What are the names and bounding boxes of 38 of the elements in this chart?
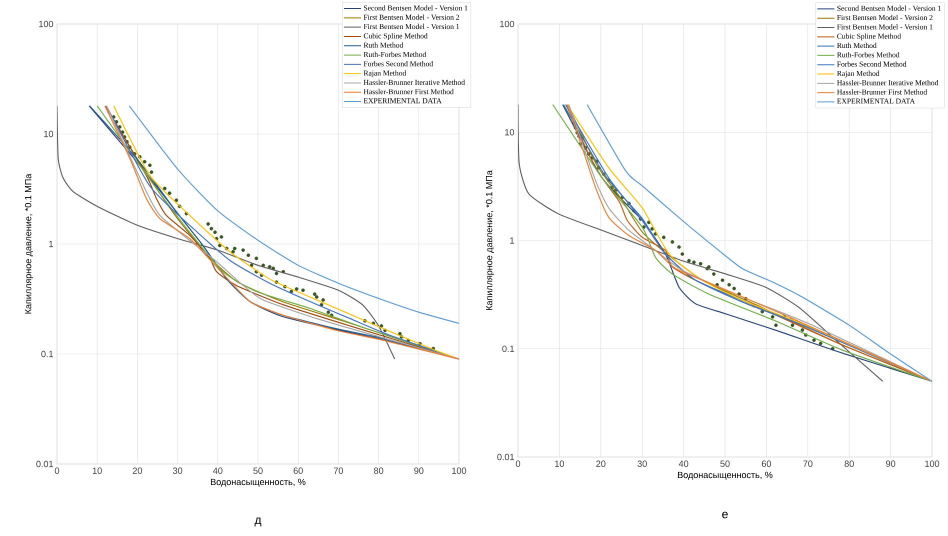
x-tick-label: 0 (516, 460, 520, 467)
y-axis-title: Капиллярное давление, *0.1 МПа (486, 170, 494, 310)
x-tick-label: 40 (213, 468, 222, 474)
y-tick-label: 10 (44, 130, 54, 138)
x-tick-label: 50 (253, 468, 263, 474)
y-tick-label: 0.01 (36, 460, 54, 468)
text: д (254, 518, 262, 526)
x-tick-label: 70 (803, 460, 812, 467)
x-tick-label: 10 (92, 468, 102, 474)
x-tick-label: 70 (334, 468, 344, 474)
x-tick-label: 20 (132, 468, 142, 474)
x-tick-label: 100 (452, 468, 466, 474)
x-tick-label: 20 (596, 460, 606, 467)
y-tick-label: 100 (39, 20, 54, 28)
y-tick-label: 1 (510, 237, 514, 244)
x-tick-label: 100 (925, 460, 940, 467)
x-tick-label: 30 (172, 468, 182, 474)
x-tick-label: 90 (414, 468, 424, 474)
y-tick-label: 0.01 (497, 454, 514, 460)
y-tick-label: 1 (49, 240, 54, 248)
y-tick-label: 100 (500, 20, 514, 28)
y-axis-title: Капиллярное давление, *0.1 МПа (24, 174, 34, 314)
x-tick-label: 80 (844, 460, 854, 467)
x-tick-label: 40 (678, 460, 688, 467)
x-tick-label: 60 (294, 468, 303, 474)
y-tick-label: 0.1 (41, 350, 54, 358)
x-tick-label: 80 (374, 468, 384, 474)
x-tick-label: 50 (720, 460, 730, 467)
x-tick-label: 10 (555, 460, 564, 467)
x-axis-title: Водонасыщенность, % (210, 478, 306, 487)
x-tick-label: 60 (762, 460, 772, 467)
x-tick-label: 0 (54, 468, 60, 474)
y-tick-label: 10 (505, 129, 514, 136)
x-tick-label: 30 (638, 460, 647, 467)
x-axis-title: Водонасыщенность, % (678, 472, 772, 480)
y-tick-label: 0.1 (502, 346, 514, 352)
text: е (722, 512, 728, 518)
x-tick-label: 90 (886, 460, 896, 467)
